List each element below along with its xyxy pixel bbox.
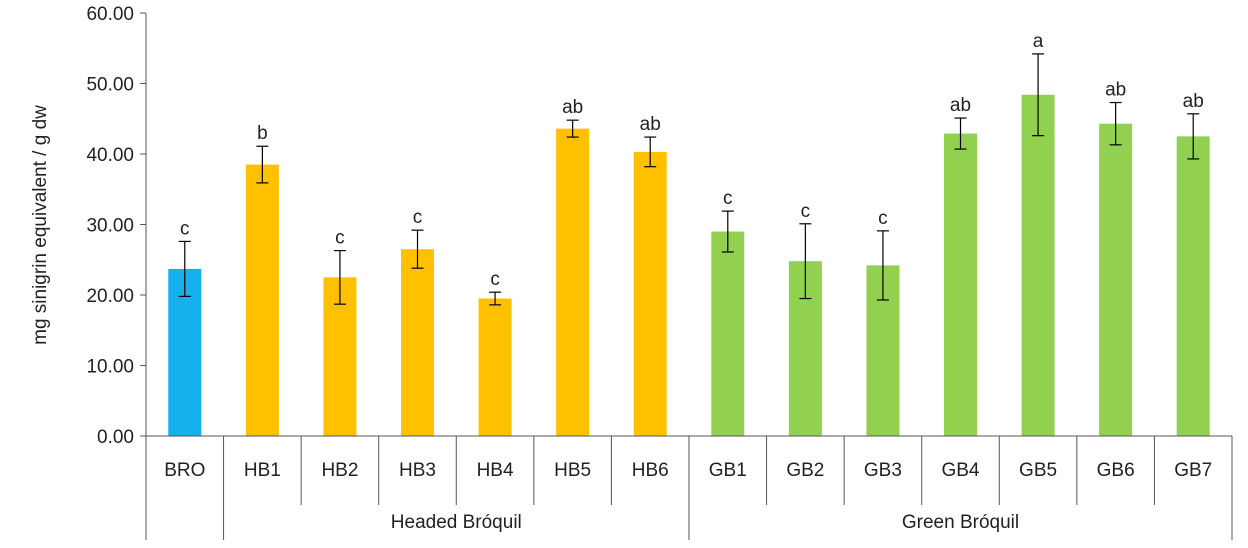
error-bar	[799, 223, 812, 300]
significance-letter: c	[335, 228, 345, 249]
x-category-label: HB3	[399, 460, 436, 481]
x-category-label: HB6	[632, 460, 669, 481]
x-category-label: GB5	[1019, 460, 1057, 481]
bar-gb1	[711, 231, 745, 436]
error-bar	[333, 249, 346, 305]
significance-letter: a	[1033, 31, 1044, 52]
bar-hb1	[245, 164, 279, 436]
x-group-label: Green Bróquil	[902, 512, 1019, 533]
y-tick-label: 30.00	[86, 216, 134, 237]
y-tick-label: 60.00	[86, 4, 134, 25]
x-category-label: HB2	[321, 460, 358, 481]
significance-letter: c	[723, 188, 733, 209]
bar-gb6	[1099, 123, 1133, 436]
significance-letter: c	[413, 207, 423, 228]
y-tick-label: 20.00	[86, 286, 134, 307]
y-axis: 0.00 10.00 20.00 30.00 40.00 50.00 60.00	[86, 4, 147, 448]
significance-letter: c	[180, 218, 190, 239]
significance-letter: c	[801, 201, 811, 222]
error-bar	[721, 210, 734, 253]
x-category-label: GB2	[786, 460, 824, 481]
error-bar	[566, 119, 579, 138]
significance-letter: c	[490, 269, 500, 290]
significance-letter: ab	[1105, 80, 1126, 101]
bar-gb5	[1021, 94, 1055, 436]
x-category-label: GB4	[941, 460, 979, 481]
significance-letter: ab	[562, 97, 583, 118]
bars: c b c c c ab ab c c c ab a ab ab	[168, 31, 1210, 436]
bar-hb6	[633, 151, 667, 436]
significance-letter: ab	[1183, 91, 1204, 112]
significance-letter: ab	[950, 95, 971, 116]
significance-letter: b	[257, 123, 268, 144]
error-bar	[1109, 101, 1122, 146]
error-bar	[954, 117, 967, 150]
bar-gb7	[1176, 136, 1210, 436]
y-axis-title: mg sinigrin equivalent / g dw	[30, 105, 51, 345]
bar-hb5	[556, 128, 590, 436]
x-category-label: GB7	[1174, 460, 1212, 481]
error-bar	[1032, 53, 1045, 137]
significance-letter: c	[878, 208, 888, 229]
y-tick-label: 0.00	[97, 427, 134, 448]
y-tick-label: 50.00	[86, 75, 134, 96]
error-bar	[256, 145, 269, 184]
bar-hb4	[478, 298, 512, 436]
bar-gb4	[944, 133, 977, 436]
x-category-label: GB6	[1097, 460, 1135, 481]
error-bar	[876, 230, 889, 301]
error-bar	[644, 136, 657, 168]
significance-letter: ab	[640, 114, 661, 135]
x-category-label: HB5	[554, 460, 591, 481]
error-bar	[411, 229, 424, 269]
error-bar	[178, 240, 191, 298]
x-category-label: GB1	[709, 460, 747, 481]
error-bar	[489, 291, 502, 306]
x-category-label: HB4	[477, 460, 514, 481]
x-category-label: BRO	[164, 460, 205, 481]
x-axis: BRO HB1 HB2 HB3 HB4 HB5 HB6 GB1 GB2 GB3 GB4 GB5 GB6 G…	[145, 435, 1233, 540]
x-category-label: GB3	[864, 460, 902, 481]
error-bar	[1187, 113, 1200, 160]
y-tick-label: 10.00	[86, 357, 134, 378]
y-tick-label: 40.00	[86, 145, 134, 166]
x-category-label: HB1	[244, 460, 281, 481]
bar-hb3	[401, 249, 434, 436]
x-group-label: Headed Bróquil	[391, 512, 522, 533]
